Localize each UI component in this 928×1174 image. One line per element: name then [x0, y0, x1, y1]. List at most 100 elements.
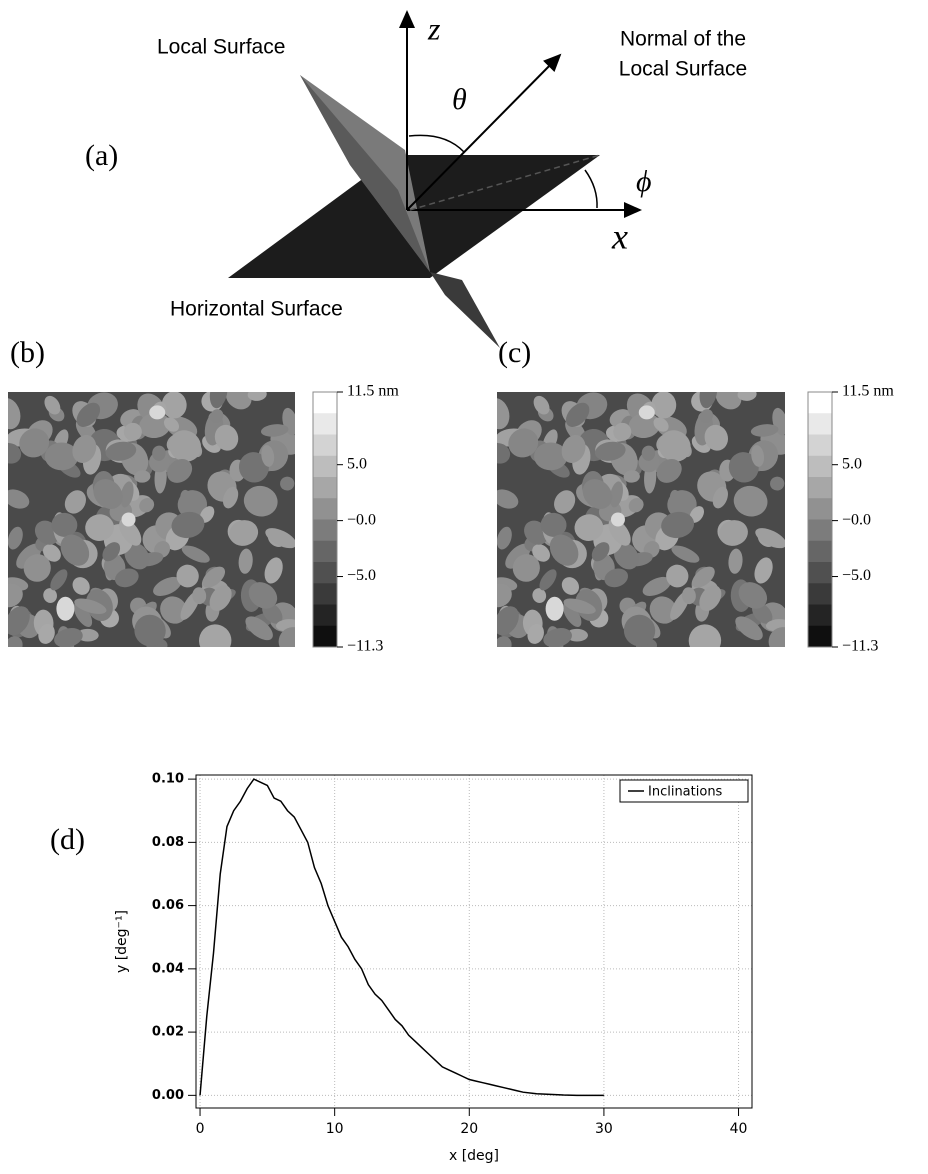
grain [649, 596, 677, 624]
grain [8, 397, 21, 430]
grain [699, 392, 718, 409]
grain [735, 616, 763, 641]
grain [728, 548, 743, 574]
grain [8, 636, 23, 647]
grain [50, 569, 68, 591]
colorbar-band [313, 434, 337, 457]
normal-label: Local Surface [619, 58, 747, 81]
grain [76, 402, 101, 427]
grain [214, 424, 239, 451]
legend-label: Inclinations [648, 785, 723, 800]
colorbar-band [808, 519, 832, 542]
grain [497, 397, 510, 430]
afm-image: 11.5 nm 5.0 −0.0 −5.0 −11.3 [8, 383, 399, 655]
grain [245, 616, 273, 641]
grain [19, 428, 50, 458]
colorbar-band [808, 625, 832, 648]
colorbar-tick-label: −5.0 [347, 567, 376, 584]
grain [719, 520, 748, 546]
grain [102, 542, 121, 562]
grain [533, 395, 550, 415]
afm-images: 11.5 nm 5.0 −0.0 −5.0 −11.3 11.5 nm 5.0 −0.0 −5.… [8, 383, 894, 655]
colorbar-band [313, 604, 337, 627]
grain [543, 628, 572, 647]
grain [497, 636, 512, 647]
grain [738, 582, 768, 609]
grain [728, 452, 759, 483]
grain [613, 542, 639, 570]
theta-label: θ [452, 83, 467, 116]
y-tick-label: 0.00 [152, 1088, 184, 1103]
grain [181, 545, 210, 563]
grain [561, 577, 580, 595]
grain [704, 424, 729, 451]
grain [209, 585, 232, 612]
y-tick-label: 0.04 [152, 961, 184, 976]
grain [681, 587, 696, 605]
grain [23, 554, 51, 582]
grain [653, 417, 669, 432]
grain [8, 489, 30, 509]
x-tick-label: 10 [326, 1121, 344, 1137]
grain [199, 624, 232, 647]
grain [497, 526, 512, 550]
grain [153, 576, 182, 596]
grain [60, 534, 90, 566]
grain [582, 479, 613, 509]
grain [688, 624, 722, 647]
grain [562, 602, 582, 628]
grain [613, 422, 632, 441]
grain [280, 476, 295, 491]
grain [278, 627, 295, 647]
grain [628, 497, 644, 513]
grains [8, 392, 295, 647]
grain [549, 534, 579, 566]
colorbar-frame [807, 391, 833, 648]
y-tick-label: 0.08 [152, 835, 184, 850]
colorbar-band [313, 477, 337, 499]
grain [169, 430, 202, 462]
grain [54, 628, 83, 647]
grain [222, 486, 239, 509]
grain [260, 424, 289, 437]
grain [497, 606, 519, 636]
colorbar-band [808, 562, 832, 584]
grain [124, 542, 150, 570]
data-line [199, 778, 604, 1097]
grain [770, 476, 785, 491]
grain [44, 442, 79, 471]
grain [532, 544, 551, 562]
colorbar-band [313, 519, 337, 542]
grain [152, 445, 166, 461]
grain [163, 417, 180, 432]
grain [754, 557, 773, 584]
colorbar-tick-label: −5.0 [842, 567, 871, 584]
colorbar-tick-label: −0.0 [842, 511, 871, 528]
grain [202, 566, 226, 588]
panel-label: (c) [498, 336, 531, 369]
grain [161, 392, 187, 419]
grain [497, 489, 519, 509]
grain [508, 428, 539, 458]
y-tick-label: 0.06 [152, 898, 184, 913]
grain [591, 542, 610, 562]
grain [699, 409, 714, 423]
x-axis-label: x [deg] [449, 1148, 499, 1164]
grain [604, 568, 629, 588]
projection-line [409, 154, 601, 211]
grain [715, 392, 742, 410]
grain [563, 598, 596, 614]
grain [671, 545, 700, 563]
horizontal-surface-label: Horizontal Surface [170, 298, 343, 321]
grain [72, 577, 90, 595]
grain [248, 582, 278, 609]
grain [72, 435, 97, 463]
plot-frame [195, 774, 753, 1109]
bright-grain [149, 405, 166, 420]
grain [505, 543, 531, 569]
grain [642, 576, 671, 596]
phi-label: ϕ [636, 165, 652, 198]
colorbar-band [808, 498, 832, 520]
grain [51, 512, 78, 537]
grain [44, 395, 61, 415]
